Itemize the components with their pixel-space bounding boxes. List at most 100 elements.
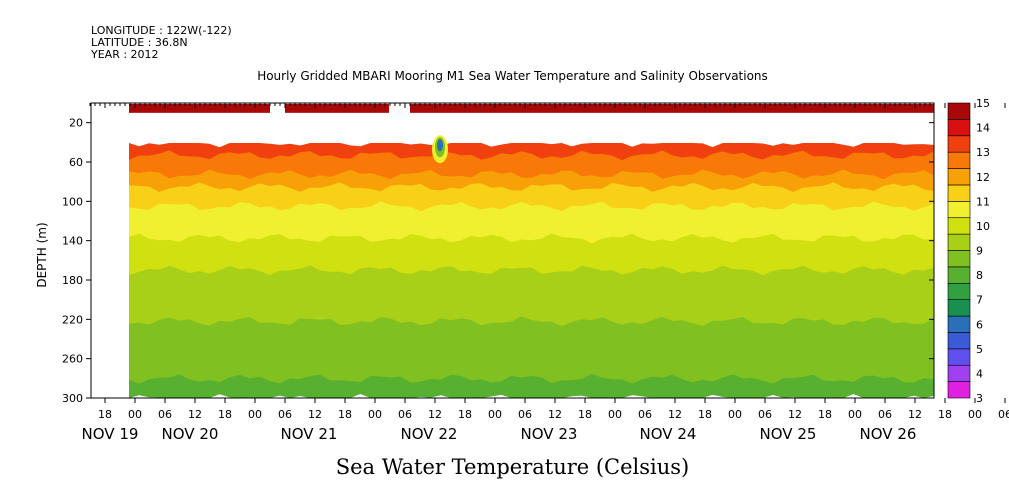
x-day-label: NOV 20 [162, 425, 219, 443]
x-hour-label: 12 [908, 408, 922, 421]
temperature-band [129, 188, 934, 206]
colorbar-cell [947, 266, 971, 284]
x-day-label: NOV 19 [82, 425, 139, 443]
colorbar-cell [947, 201, 971, 219]
anomaly-core [437, 139, 443, 152]
colorbar-cell [947, 217, 971, 235]
x-hour-label: 12 [428, 408, 442, 421]
temperature-band [129, 329, 934, 347]
colorbar-cell [947, 381, 971, 399]
temperature-band [129, 156, 934, 174]
colorbar-cell [947, 168, 971, 186]
x-hour-label: 12 [548, 408, 562, 421]
colorbar-cell [947, 348, 971, 366]
plot-frame [90, 102, 935, 399]
year-label: YEAR : 2012 [91, 48, 159, 61]
colorbar-cell [947, 282, 971, 300]
temperature-band [129, 207, 934, 225]
x-hour-label: 06 [278, 408, 292, 421]
x-hour-label: 18 [98, 408, 112, 421]
x-hour-label: 12 [308, 408, 322, 421]
x-hour-label: 06 [398, 408, 412, 421]
colorbar-cell [947, 332, 971, 350]
temperature-band [129, 233, 934, 251]
x-hour-label: 00 [968, 408, 982, 421]
temperature-band [129, 354, 934, 372]
temperature-band [129, 201, 934, 219]
temperature-band [129, 143, 934, 162]
temperature-band [129, 342, 934, 360]
colorbar-label: 9 [976, 245, 983, 258]
colorbar-label: 6 [976, 318, 983, 331]
x-hour-label: 06 [878, 408, 892, 421]
x-hour-label: 12 [188, 408, 202, 421]
latitude-label: LATITUDE : 36.8N [91, 36, 188, 49]
colorbar-cell [947, 250, 971, 268]
colorbar-cell [947, 151, 971, 169]
colorbar-cell [947, 364, 971, 382]
colorbar-label: 11 [976, 195, 990, 208]
temperature-band [129, 239, 934, 257]
colorbar-label: 14 [976, 122, 990, 135]
temperature-field [129, 143, 934, 398]
x-hour-label: 00 [848, 408, 862, 421]
surface-segment [129, 103, 270, 113]
y-tick-label: 100 [62, 195, 83, 208]
x-hour-label: 18 [818, 408, 832, 421]
colorbar-label: 12 [976, 171, 990, 184]
y-tick-label: 180 [62, 274, 83, 287]
colorbar-label: 13 [976, 146, 990, 159]
x-hour-label: 06 [758, 408, 772, 421]
temperature-band [129, 162, 934, 181]
x-day-label: NOV 25 [760, 425, 817, 443]
y-tick-label: 60 [69, 156, 83, 169]
surface-segment [285, 103, 389, 113]
x-hour-label: 18 [938, 408, 952, 421]
temperature-band [129, 348, 934, 366]
x-hour-label: 00 [128, 408, 142, 421]
temperature-band [129, 194, 934, 213]
temperature-band [129, 322, 934, 340]
longitude-label: LONGITUDE : 122W(-122) [91, 24, 232, 37]
colorbar-label: 8 [976, 269, 983, 282]
temperature-band [129, 226, 934, 245]
x-day-label: NOV 24 [640, 425, 697, 443]
x-hour-label: 00 [608, 408, 622, 421]
x-hour-label: 18 [458, 408, 472, 421]
x-day-label: NOV 23 [521, 425, 578, 443]
temperature-band [129, 335, 934, 353]
x-hour-label: 06 [998, 408, 1009, 421]
x-hour-label: 18 [578, 408, 592, 421]
variable-title: Sea Water Temperature (Celsius) [335, 455, 690, 479]
temperature-band [129, 386, 934, 398]
colorbar-label: 5 [976, 343, 983, 356]
y-tick-label: 140 [62, 235, 83, 248]
x-day-label: NOV 22 [401, 425, 458, 443]
temperature-band [129, 380, 934, 398]
x-day-label: NOV 21 [281, 425, 338, 443]
y-tick-label: 20 [69, 117, 83, 130]
x-hour-label: 12 [668, 408, 682, 421]
x-hour-label: 18 [218, 408, 232, 421]
colorbar-cell [947, 233, 971, 251]
x-hour-label: 12 [788, 408, 802, 421]
colorbar-label: 4 [976, 367, 983, 380]
x-hour-label: 18 [698, 408, 712, 421]
temperature-band [129, 309, 934, 328]
y-tick-label: 220 [62, 313, 83, 326]
temperature-band [129, 373, 934, 392]
colorbar-label: 3 [976, 392, 983, 405]
y-tick-label: 300 [62, 392, 83, 405]
chart-title: Hourly Gridded MBARI Mooring M1 Sea Wate… [257, 69, 768, 83]
temperature-band [129, 143, 934, 155]
colorbar-cell [947, 184, 971, 202]
x-hour-label: 18 [338, 408, 352, 421]
x-hour-label: 00 [728, 408, 742, 421]
x-hour-label: 00 [488, 408, 502, 421]
colorbar-cell [947, 119, 971, 137]
colorbar-label: 10 [976, 220, 990, 233]
x-hour-label: 06 [638, 408, 652, 421]
x-hour-label: 00 [368, 408, 382, 421]
x-hour-label: 06 [518, 408, 532, 421]
